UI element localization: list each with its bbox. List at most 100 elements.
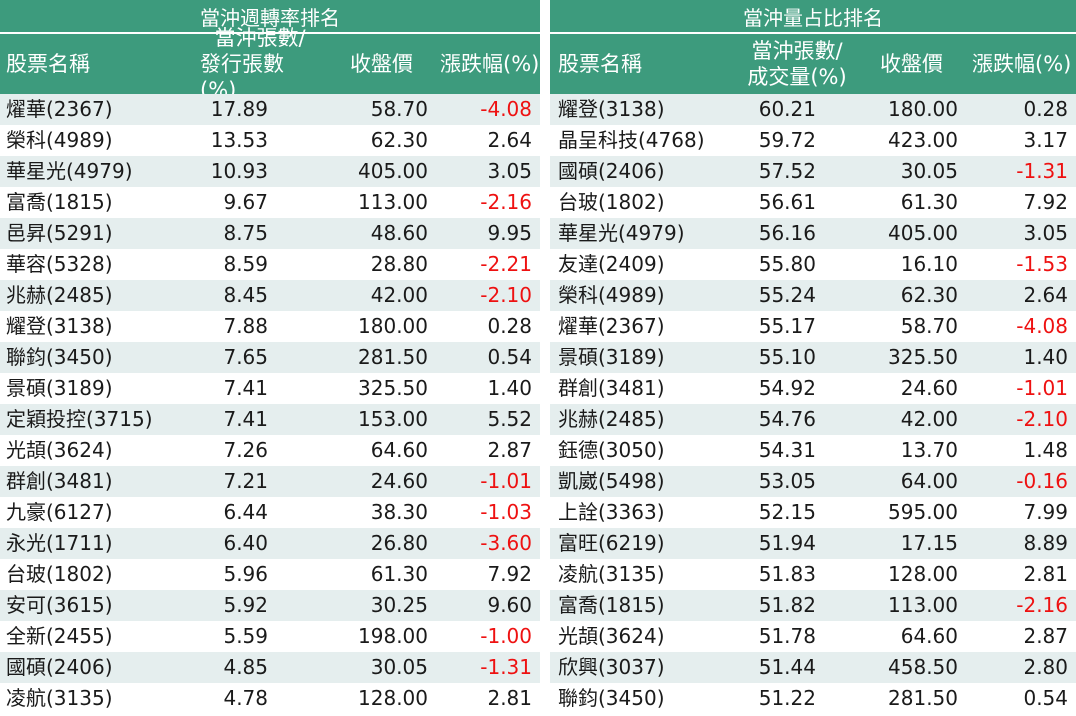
table-body: 耀登(3138) 60.21 180.00 0.28 晶呈科技(4768) 59.72 42… [550, 94, 1076, 714]
stock-name-cell: 鈺德(3050) [558, 438, 665, 462]
metric-cell: 5.96 [223, 562, 268, 586]
panel-title-text: 當沖週轉率排名 [200, 5, 340, 30]
table-row: 鈺德(3050) 54.31 13.70 1.48 [550, 435, 1076, 466]
close-price-cell: 113.00 [358, 190, 428, 214]
stock-name-cell: 耀登(3138) [558, 97, 665, 121]
table-row: 永光(1711) 6.40 26.80 -3.60 [0, 528, 540, 559]
metric-cell: 54.76 [758, 407, 816, 431]
table-row: 凌航(3135) 4.78 128.00 2.81 [0, 683, 540, 714]
metric-cell: 51.83 [758, 562, 816, 586]
metric-cell: 51.22 [758, 686, 816, 710]
metric-cell: 55.10 [758, 345, 816, 369]
close-price-cell: 13.70 [900, 438, 958, 462]
metric-cell: 5.92 [223, 593, 268, 617]
metric-cell: 57.52 [758, 159, 816, 183]
metric-cell: 7.26 [223, 438, 268, 462]
table-row: 國碩(2406) 4.85 30.05 -1.31 [0, 652, 540, 683]
metric-cell: 6.40 [223, 531, 268, 555]
panel-title: 當沖週轉率排名 [0, 0, 540, 32]
close-price-cell: 595.00 [888, 500, 958, 524]
stock-name-cell: 富喬(1815) [558, 593, 665, 617]
header-stock-name: 股票名稱 [6, 52, 90, 76]
stock-name-cell: 榮科(4989) [558, 283, 665, 307]
stock-name-cell: 台玻(1802) [558, 190, 665, 214]
metric-cell: 55.24 [758, 283, 816, 307]
metric-cell: 60.21 [758, 97, 816, 121]
close-price-cell: 28.80 [370, 252, 428, 276]
close-price-cell: 26.80 [370, 531, 428, 555]
metric-cell: 54.31 [758, 438, 816, 462]
close-price-cell: 64.60 [370, 438, 428, 462]
close-price-cell: 30.25 [370, 593, 428, 617]
change-pct-cell: 2.64 [487, 128, 532, 152]
change-pct-cell: -2.16 [480, 190, 532, 214]
table-row: 富旺(6219) 51.94 17.15 8.89 [550, 528, 1076, 559]
close-price-cell: 62.30 [370, 128, 428, 152]
close-price-cell: 64.60 [900, 624, 958, 648]
metric-cell: 13.53 [210, 128, 268, 152]
metric-cell: 10.93 [210, 159, 268, 183]
stock-name-cell: 兆赫(2485) [558, 407, 665, 431]
change-pct-cell: 2.87 [487, 438, 532, 462]
close-price-cell: 61.30 [370, 562, 428, 586]
change-pct-cell: 7.92 [487, 562, 532, 586]
table-row: 華星光(4979) 56.16 405.00 3.05 [550, 218, 1076, 249]
volume-share-ranking-panel: 當沖量占比排名 股票名稱 當沖張數/ 成交量(%) 收盤價 漲跌幅(%) 耀登(… [550, 0, 1076, 716]
close-price-cell: 113.00 [888, 593, 958, 617]
change-pct-cell: -4.08 [480, 97, 532, 121]
stock-name-cell: 耀登(3138) [6, 314, 113, 338]
table-row: 耀登(3138) 60.21 180.00 0.28 [550, 94, 1076, 125]
change-pct-cell: -1.31 [480, 655, 532, 679]
table-row: 上詮(3363) 52.15 595.00 7.99 [550, 497, 1076, 528]
stock-name-cell: 欣興(3037) [558, 655, 665, 679]
close-price-cell: 38.30 [370, 500, 428, 524]
change-pct-cell: 1.40 [487, 376, 532, 400]
change-pct-cell: -2.21 [480, 252, 532, 276]
table-row: 富喬(1815) 9.67 113.00 -2.16 [0, 187, 540, 218]
close-price-cell: 24.60 [900, 376, 958, 400]
close-price-cell: 16.10 [900, 252, 958, 276]
stock-name-cell: 燿華(2367) [6, 97, 113, 121]
table-header: 股票名稱 當沖張數/ 成交量(%) 收盤價 漲跌幅(%) [550, 34, 1076, 94]
close-price-cell: 128.00 [358, 686, 428, 710]
change-pct-cell: 9.95 [487, 221, 532, 245]
change-pct-cell: 0.54 [487, 345, 532, 369]
stock-name-cell: 凌航(3135) [6, 686, 113, 710]
metric-cell: 4.78 [223, 686, 268, 710]
metric-cell: 53.05 [758, 469, 816, 493]
metric-cell: 17.89 [210, 97, 268, 121]
metric-cell: 7.65 [223, 345, 268, 369]
stock-name-cell: 凌航(3135) [558, 562, 665, 586]
close-price-cell: 48.60 [370, 221, 428, 245]
change-pct-cell: -1.01 [480, 469, 532, 493]
metric-cell: 51.82 [758, 593, 816, 617]
metric-cell: 5.59 [223, 624, 268, 648]
change-pct-cell: 2.81 [487, 686, 532, 710]
header-close-price: 收盤價 [880, 52, 943, 76]
table-row: 凌航(3135) 51.83 128.00 2.81 [550, 559, 1076, 590]
close-price-cell: 128.00 [888, 562, 958, 586]
close-price-cell: 180.00 [888, 97, 958, 121]
table-row: 景碩(3189) 55.10 325.50 1.40 [550, 342, 1076, 373]
close-price-cell: 325.50 [358, 376, 428, 400]
metric-cell: 7.88 [223, 314, 268, 338]
header-close-price: 收盤價 [350, 52, 413, 76]
change-pct-cell: -1.53 [1016, 252, 1068, 276]
stock-name-cell: 燿華(2367) [558, 314, 665, 338]
table-row: 兆赫(2485) 8.45 42.00 -2.10 [0, 280, 540, 311]
table-row: 定穎投控(3715) 7.41 153.00 5.52 [0, 404, 540, 435]
panel-title: 當沖量占比排名 [550, 0, 1076, 32]
stock-name-cell: 九豪(6127) [6, 500, 113, 524]
stock-name-cell: 全新(2455) [6, 624, 113, 648]
change-pct-cell: -0.16 [1016, 469, 1068, 493]
metric-cell: 51.44 [758, 655, 816, 679]
stock-name-cell: 邑昇(5291) [6, 221, 113, 245]
close-price-cell: 153.00 [358, 407, 428, 431]
stock-name-cell: 安可(3615) [6, 593, 113, 617]
metric-cell: 4.85 [223, 655, 268, 679]
stock-name-cell: 國碩(2406) [558, 159, 665, 183]
table-row: 台玻(1802) 56.61 61.30 7.92 [550, 187, 1076, 218]
table-row: 邑昇(5291) 8.75 48.60 9.95 [0, 218, 540, 249]
change-pct-cell: 3.05 [487, 159, 532, 183]
table-row: 燿華(2367) 17.89 58.70 -4.08 [0, 94, 540, 125]
